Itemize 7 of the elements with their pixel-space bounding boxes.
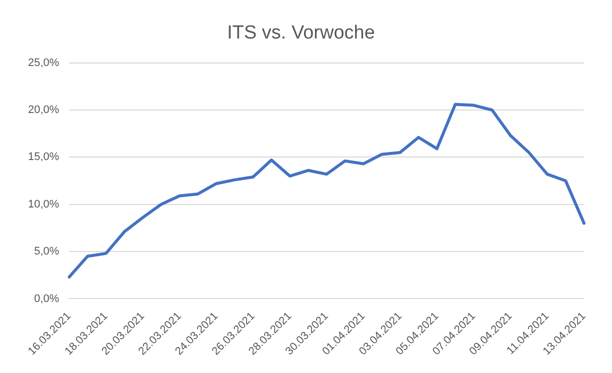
y-tick-label: 5,0% [34, 246, 60, 258]
y-tick-label: 10,0% [28, 198, 60, 210]
y-tick-label: 0,0% [34, 292, 60, 305]
chart-title: ITS vs. Vorwoche [227, 22, 375, 44]
y-tick-label: 25,0% [28, 56, 60, 69]
y-tick-label: 20,0% [28, 104, 60, 116]
y-tick-label: 15,0% [28, 151, 60, 164]
